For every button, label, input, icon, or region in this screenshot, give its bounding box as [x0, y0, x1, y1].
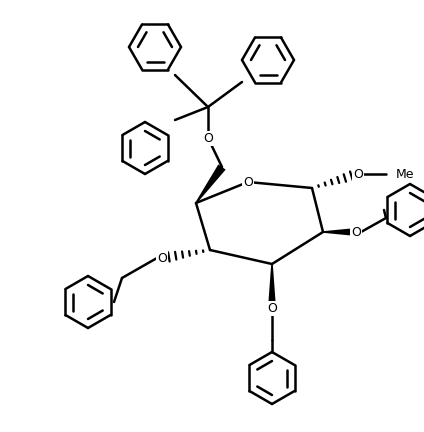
Polygon shape: [195, 164, 226, 203]
Text: O: O: [353, 168, 363, 181]
Polygon shape: [323, 228, 356, 236]
Polygon shape: [268, 264, 276, 308]
Text: O: O: [203, 131, 213, 144]
Text: O: O: [267, 302, 277, 314]
Text: O: O: [157, 251, 167, 264]
Text: O: O: [243, 175, 253, 188]
Text: Me: Me: [396, 168, 415, 181]
Text: O: O: [351, 226, 361, 238]
